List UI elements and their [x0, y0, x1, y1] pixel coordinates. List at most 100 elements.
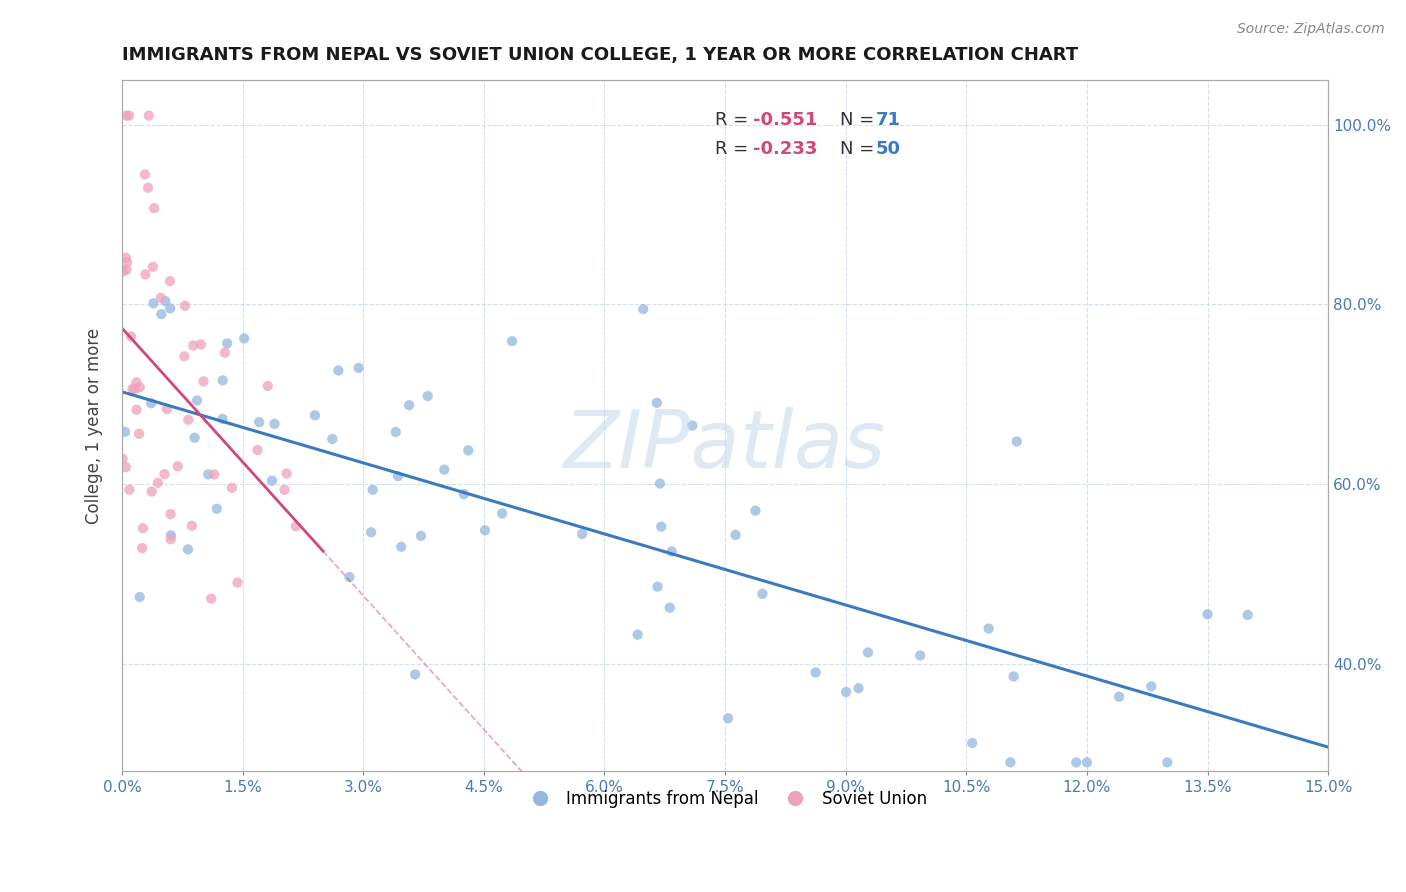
- Point: [138, 109, 160, 123]
- Point: [190, 337, 212, 351]
- Text: R =: R =: [716, 111, 755, 128]
- Point: [360, 525, 382, 540]
- Text: -0.233: -0.233: [752, 140, 817, 158]
- Point: [1108, 690, 1130, 704]
- Point: [835, 685, 858, 699]
- Point: [150, 307, 173, 321]
- Point: [260, 474, 283, 488]
- Point: [321, 432, 343, 446]
- Point: [398, 398, 420, 412]
- Point: [491, 507, 513, 521]
- Point: [960, 736, 983, 750]
- Point: [115, 262, 138, 277]
- Point: [159, 533, 181, 547]
- Point: [118, 109, 141, 123]
- Point: [247, 415, 270, 429]
- Point: [856, 645, 879, 659]
- Point: [658, 600, 681, 615]
- Point: [159, 274, 181, 288]
- Point: [124, 382, 146, 396]
- Point: [409, 529, 432, 543]
- Text: IMMIGRANTS FROM NEPAL VS SOVIET UNION COLLEGE, 1 YEAR OR MORE CORRELATION CHART: IMMIGRANTS FROM NEPAL VS SOVIET UNION CO…: [122, 46, 1078, 64]
- Point: [457, 443, 479, 458]
- Point: [1002, 669, 1025, 683]
- Point: [744, 503, 766, 517]
- Point: [160, 528, 183, 542]
- Point: [848, 681, 870, 696]
- Point: [1064, 756, 1087, 770]
- Point: [114, 460, 136, 475]
- Text: N =: N =: [839, 111, 880, 128]
- Point: [256, 379, 278, 393]
- Point: [977, 622, 1000, 636]
- Point: [128, 380, 150, 394]
- Point: [347, 360, 370, 375]
- Point: [647, 580, 669, 594]
- Point: [193, 375, 215, 389]
- Point: [115, 255, 138, 269]
- Point: [118, 483, 141, 497]
- Point: [121, 382, 143, 396]
- Point: [908, 648, 931, 663]
- Point: [1197, 607, 1219, 622]
- Point: [183, 431, 205, 445]
- Point: [159, 507, 181, 521]
- Point: [211, 373, 233, 387]
- Point: [631, 302, 654, 317]
- Point: [112, 264, 135, 278]
- Point: [115, 109, 138, 123]
- Text: ZIPatlas: ZIPatlas: [564, 408, 886, 485]
- Point: [387, 469, 409, 483]
- Point: [681, 418, 703, 433]
- Point: [132, 521, 155, 535]
- Point: [263, 417, 285, 431]
- Point: [571, 527, 593, 541]
- Point: [177, 542, 200, 557]
- Point: [142, 260, 165, 274]
- Point: [131, 541, 153, 555]
- Point: [177, 413, 200, 427]
- Point: [304, 409, 326, 423]
- Point: [416, 389, 439, 403]
- Point: [221, 481, 243, 495]
- Point: [139, 396, 162, 410]
- Point: [246, 442, 269, 457]
- Point: [650, 519, 672, 533]
- Point: [125, 402, 148, 417]
- Point: [159, 301, 181, 316]
- Point: [217, 336, 239, 351]
- Point: [501, 334, 523, 348]
- Text: R =: R =: [716, 140, 755, 158]
- Point: [211, 412, 233, 426]
- Point: [474, 523, 496, 537]
- Text: N =: N =: [839, 140, 880, 158]
- Point: [205, 501, 228, 516]
- Point: [1000, 756, 1022, 770]
- Point: [111, 451, 134, 466]
- Point: [328, 363, 350, 377]
- Point: [174, 299, 197, 313]
- Point: [226, 575, 249, 590]
- Point: [114, 425, 136, 439]
- Text: -0.551: -0.551: [752, 111, 817, 128]
- Point: [339, 570, 361, 584]
- Point: [125, 376, 148, 390]
- Point: [804, 665, 827, 680]
- Point: [1156, 756, 1178, 770]
- Point: [648, 476, 671, 491]
- Point: [141, 484, 163, 499]
- Point: [751, 587, 773, 601]
- Point: [1005, 434, 1028, 449]
- Legend: Immigrants from Nepal, Soviet Union: Immigrants from Nepal, Soviet Union: [516, 783, 934, 815]
- Point: [273, 483, 295, 497]
- Point: [202, 467, 225, 482]
- Text: 71: 71: [876, 111, 901, 128]
- Point: [214, 345, 236, 359]
- Point: [404, 667, 426, 681]
- Point: [142, 296, 165, 310]
- Point: [153, 467, 176, 482]
- Point: [717, 711, 740, 725]
- Point: [143, 201, 166, 215]
- Point: [1140, 680, 1163, 694]
- Point: [180, 518, 202, 533]
